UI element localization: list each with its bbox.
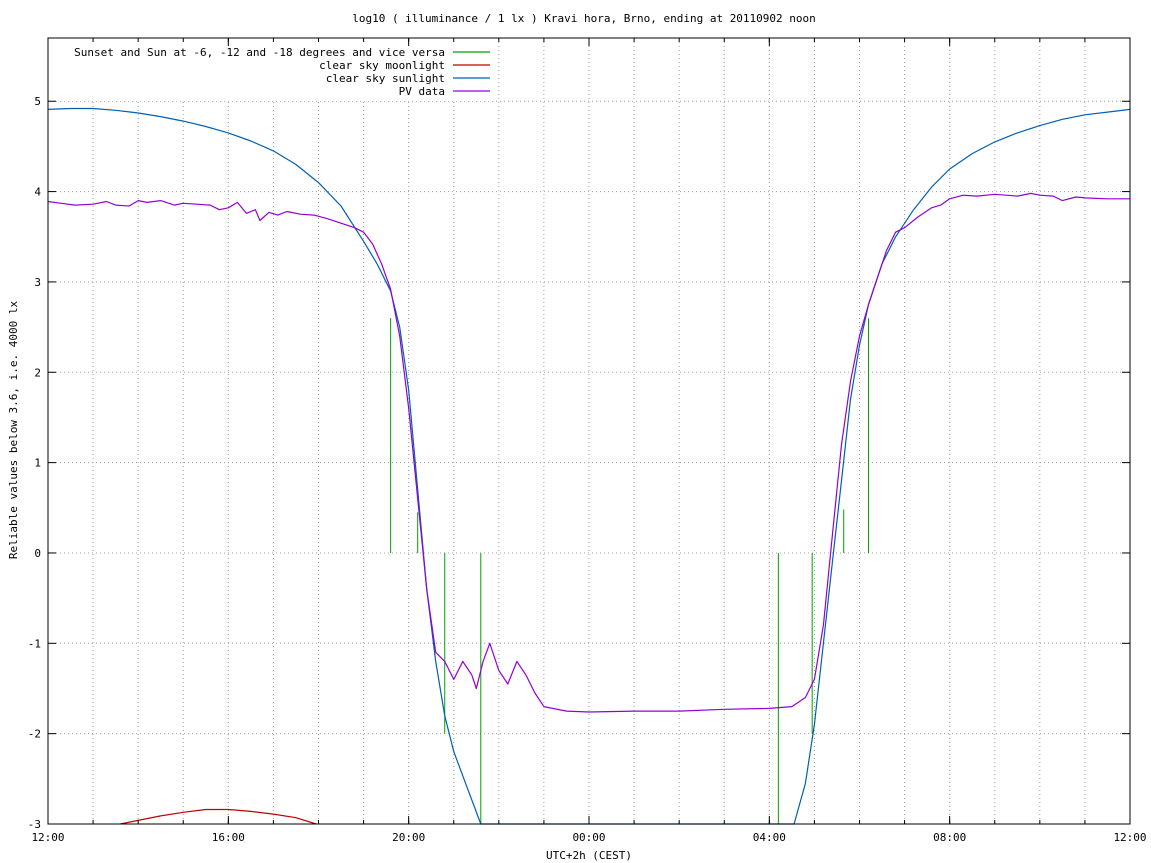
- pv-data-line: [47, 192, 1130, 713]
- clear-sky-moonlight-line: [119, 808, 317, 825]
- y-tick-label: 1: [34, 457, 41, 470]
- x-tick-label: 08:00: [933, 831, 966, 844]
- x-tick-label: 12:00: [31, 831, 64, 844]
- y-tick-label: 3: [34, 276, 41, 289]
- legend: Sunset and Sun at -6, -12 and -18 degree…: [74, 46, 490, 98]
- x-tick-label: 12:00: [1113, 831, 1146, 844]
- legend-label: PV data: [399, 85, 445, 98]
- clear-sky-sunlight-line: [47, 107, 1131, 825]
- axis-ticks: 12:00 16:00 20:00 00:00 04:00 08:00 12:00 5 4 3 2 1…: [28, 38, 1147, 844]
- x-tick-label: 00:00: [572, 831, 605, 844]
- y-tick-label: 0: [34, 547, 41, 560]
- legend-label: clear sky moonlight: [319, 59, 445, 72]
- chart-title: log10 ( illuminance / 1 lx ) Kravi hora,…: [352, 12, 816, 25]
- y-tick-label: -3: [28, 818, 41, 831]
- y-tick-label: 5: [34, 95, 41, 108]
- y-tick-label: 2: [34, 366, 41, 379]
- y-axis-label: Reliable values below 3.6, i.e. 4000 lx: [7, 300, 20, 559]
- y-tick-label: -2: [28, 728, 41, 741]
- y-tick-label: 4: [34, 186, 41, 199]
- legend-label: Sunset and Sun at -6, -12 and -18 degree…: [74, 46, 445, 59]
- x-tick-label: 20:00: [392, 831, 425, 844]
- plot-series: [47, 107, 1131, 825]
- x-tick-label: 04:00: [753, 831, 786, 844]
- legend-background: [49, 39, 494, 101]
- x-axis-label: UTC+2h (CEST): [546, 849, 632, 862]
- x-tick-label: 16:00: [212, 831, 245, 844]
- grid: [48, 38, 1130, 824]
- y-tick-label: -1: [28, 637, 41, 650]
- legend-label: clear sky sunlight: [326, 72, 445, 85]
